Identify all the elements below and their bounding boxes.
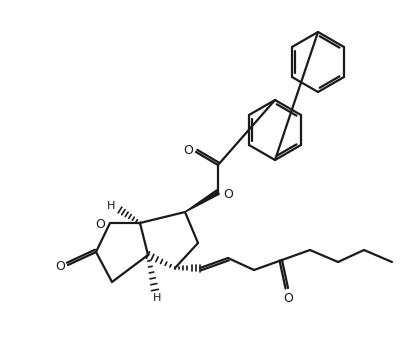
- Text: O: O: [282, 291, 292, 304]
- Text: O: O: [183, 144, 192, 158]
- Text: O: O: [55, 259, 65, 273]
- Polygon shape: [185, 190, 219, 212]
- Text: H: H: [107, 201, 115, 211]
- Text: O: O: [223, 188, 233, 200]
- Text: O: O: [95, 217, 104, 230]
- Text: H: H: [152, 293, 161, 303]
